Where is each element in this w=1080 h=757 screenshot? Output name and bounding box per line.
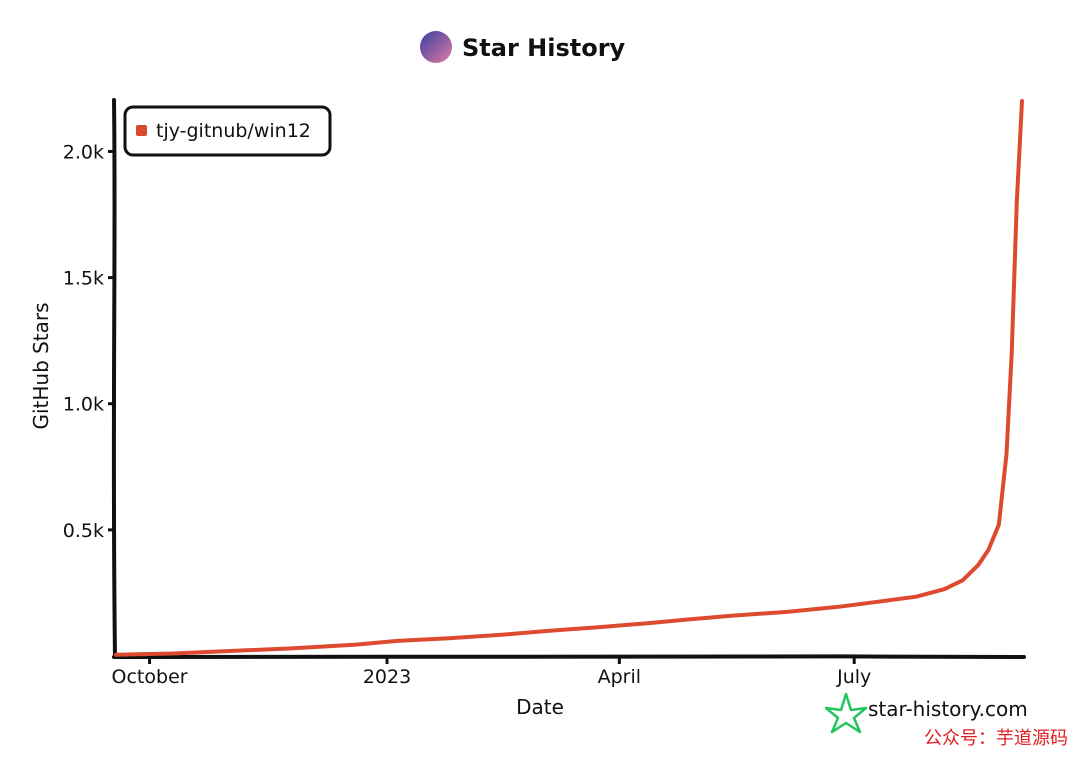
series-line-tjy-gitnub-win12 [114,99,1024,657]
chart-header: Star History [420,31,626,63]
brand-footer[interactable]: star-history.com [824,692,1028,734]
x-axis-label: Date [516,695,564,719]
x-tick-label: 2023 [363,666,411,688]
legend: tjy-gitnub/win12 [123,105,332,157]
y-axis-label: GitHub Stars [29,302,53,429]
legend-swatch-tjy-gitnub-win12 [136,125,147,136]
legend-box [123,105,332,157]
x-tick-label: July [836,666,871,688]
chart-title: Star History [462,34,626,62]
brand-link[interactable]: star-history.com [868,697,1028,721]
series-layer [114,99,1024,657]
star-history-logo-icon [420,31,452,63]
star-outline-icon [824,692,868,734]
y-tick-label: 2.0k [63,141,104,163]
x-axis-line [112,654,1026,660]
x-tick-label: April [598,666,641,688]
y-tick-label: 1.5k [63,268,104,290]
watermark-text: 公众号：芋道源码 [924,728,1068,749]
y-tick-label: 0.5k [63,520,104,542]
x-axis-ticks: October 2023 April July [112,656,871,688]
y-tick-label: 1.0k [63,394,104,416]
legend-label-tjy-gitnub-win12: tjy-gitnub/win12 [156,120,311,142]
y-axis-line [111,98,117,659]
y-axis-ticks: 0.5k 1.0k 1.5k 2.0k [63,141,116,542]
axes [111,98,1026,660]
x-tick-label: October [112,666,188,688]
